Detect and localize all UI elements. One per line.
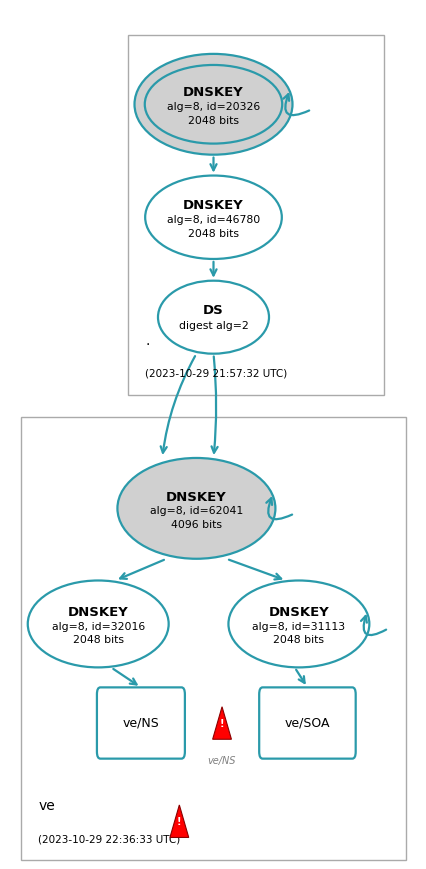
Text: !: ! — [177, 817, 181, 827]
Ellipse shape — [117, 458, 275, 559]
Text: digest alg=2: digest alg=2 — [178, 321, 248, 331]
Text: ve/NS: ve/NS — [207, 756, 236, 766]
Text: .: . — [145, 334, 149, 348]
Text: alg=8, id=46780: alg=8, id=46780 — [167, 215, 259, 225]
Text: DNSKEY: DNSKEY — [68, 607, 128, 619]
Text: DNSKEY: DNSKEY — [183, 200, 243, 212]
Text: (2023-10-29 21:57:32 UTC): (2023-10-29 21:57:32 UTC) — [145, 368, 287, 378]
Ellipse shape — [158, 281, 268, 354]
Text: alg=8, id=31113: alg=8, id=31113 — [252, 621, 345, 632]
Text: 2048 bits: 2048 bits — [273, 635, 324, 646]
Ellipse shape — [134, 54, 292, 155]
Text: 4096 bits: 4096 bits — [170, 520, 222, 530]
Text: DNSKEY: DNSKEY — [166, 491, 226, 503]
Text: 2048 bits: 2048 bits — [187, 116, 239, 126]
Text: !: ! — [219, 719, 224, 729]
Polygon shape — [170, 805, 188, 838]
Text: ve/SOA: ve/SOA — [284, 717, 329, 729]
Text: 2048 bits: 2048 bits — [72, 635, 124, 646]
Text: 2048 bits: 2048 bits — [187, 229, 239, 239]
Ellipse shape — [145, 176, 281, 259]
Text: DNSKEY: DNSKEY — [183, 87, 243, 99]
Text: DS: DS — [203, 304, 223, 316]
Text: ve/NS: ve/NS — [122, 717, 159, 729]
Text: ve: ve — [38, 799, 55, 813]
Polygon shape — [212, 706, 231, 740]
Text: (2023-10-29 22:36:33 UTC): (2023-10-29 22:36:33 UTC) — [38, 834, 180, 845]
Bar — [21, 417, 405, 860]
Ellipse shape — [228, 580, 368, 667]
FancyBboxPatch shape — [259, 687, 355, 759]
Bar — [128, 35, 383, 395]
Text: DNSKEY: DNSKEY — [268, 607, 328, 619]
Text: alg=8, id=62041: alg=8, id=62041 — [150, 506, 242, 516]
Ellipse shape — [28, 580, 168, 667]
FancyBboxPatch shape — [97, 687, 184, 759]
Text: alg=8, id=20326: alg=8, id=20326 — [167, 102, 259, 112]
Text: alg=8, id=32016: alg=8, id=32016 — [52, 621, 144, 632]
